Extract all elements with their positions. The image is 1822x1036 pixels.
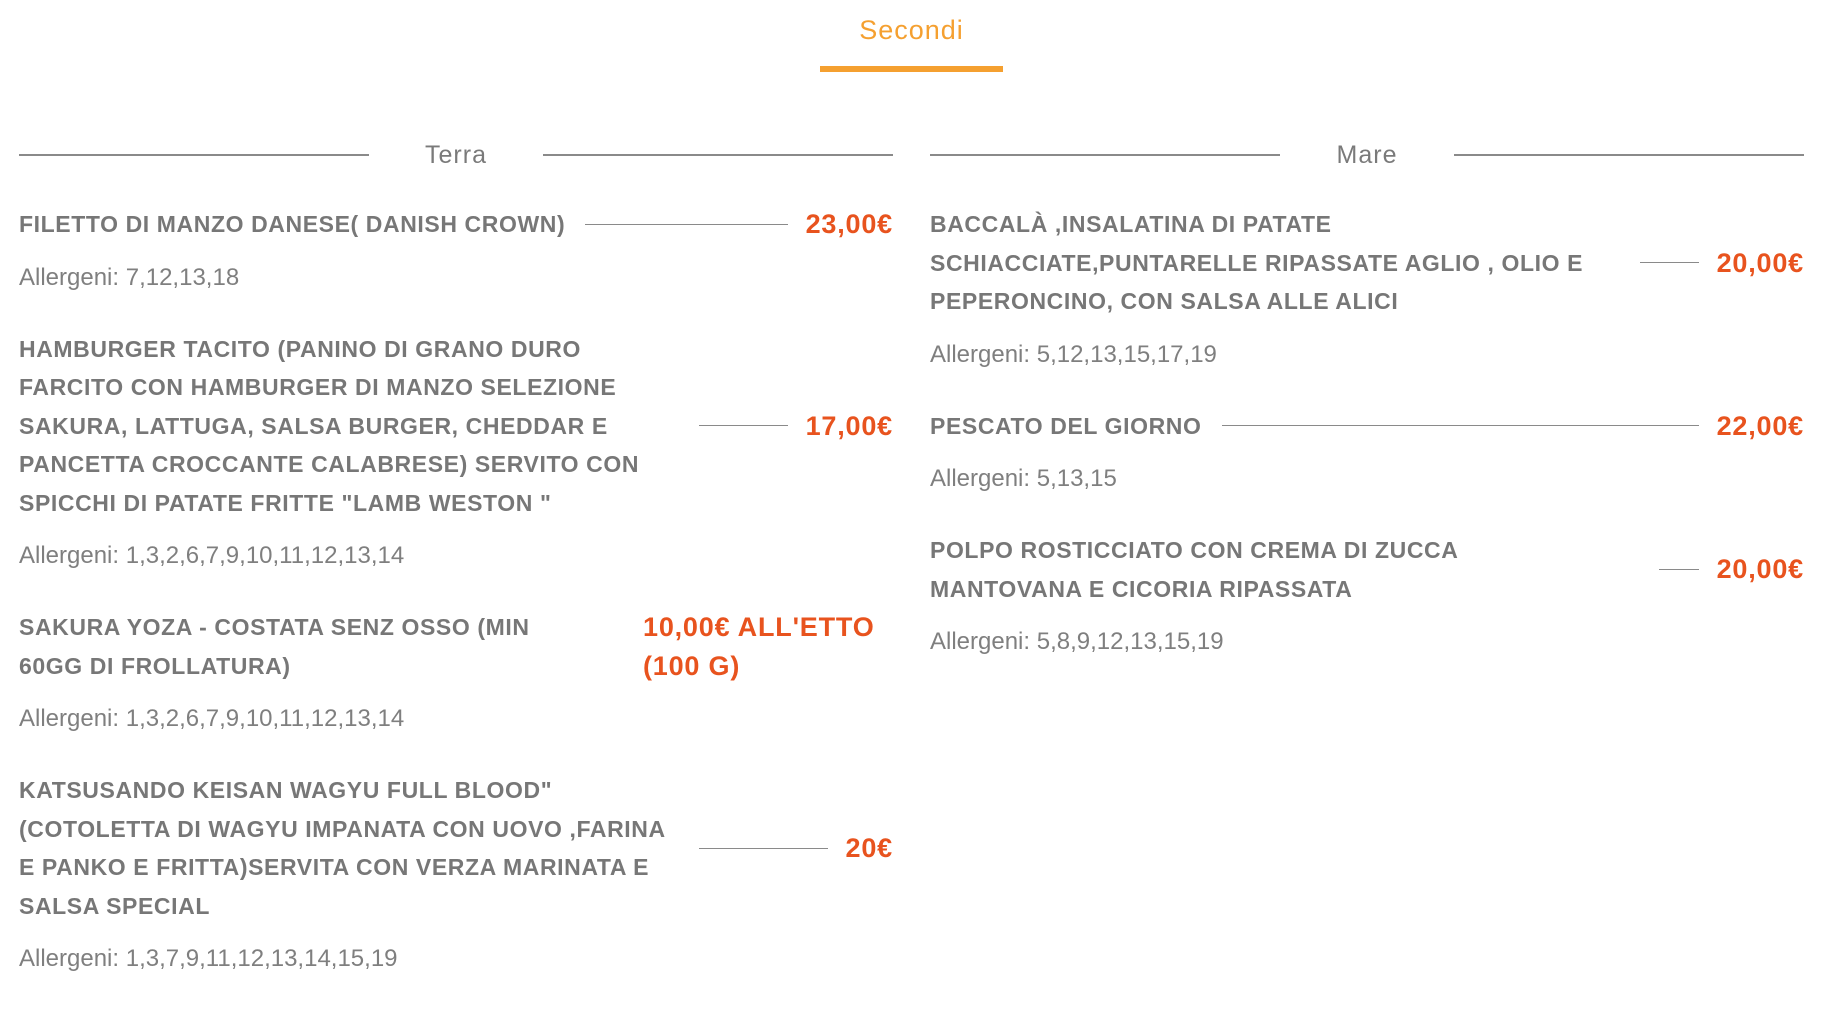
- leader-line: [1658, 569, 1699, 570]
- item-price: 17,00€: [805, 410, 893, 441]
- section-title: Terra: [425, 140, 487, 169]
- item-allergens: Allergeni: 1,3,2,6,7,9,10,11,12,13,14: [19, 542, 405, 569]
- item-allergens: Allergeni: 1,3,2,6,7,9,10,11,12,13,14: [19, 705, 405, 732]
- tab-label: Secondi: [859, 15, 964, 45]
- menu-item: BACCALÀ ,INSALATINA DI PATATE SCHIACCIAT…: [930, 205, 1804, 369]
- section-header: Mare: [930, 135, 1804, 175]
- leader-line: [1640, 262, 1699, 264]
- item-name: POLPO ROSTICCIATO CON CREMA DI ZUCCA MAN…: [930, 537, 1458, 602]
- item-name: SAKURA YOZA - COSTATA SENZ OSSO (MIN 60G…: [19, 614, 530, 679]
- leader-line: [699, 425, 788, 427]
- divider: [1454, 154, 1804, 156]
- menu-item: SAKURA YOZA - COSTATA SENZ OSSO (MIN 60G…: [19, 608, 893, 733]
- item-allergens: Allergeni: 7,12,13,18: [19, 263, 240, 291]
- item-name: PESCATO DEL GIORNO: [930, 412, 1202, 439]
- item-price: 10,00€ ALL'ETTO (100 G): [643, 612, 875, 681]
- item-name: KATSUSANDO KEISAN WAGYU FULL BLOOD" (COT…: [19, 777, 665, 919]
- divider: [19, 154, 369, 156]
- item-price: 22,00€: [1716, 410, 1804, 441]
- menu-item: FILETTO DI MANZO DANESE( DANISH CROWN) 23…: [19, 205, 893, 292]
- divider: [930, 154, 1280, 156]
- menu-item: KATSUSANDO KEISAN WAGYU FULL BLOOD" (COT…: [19, 771, 893, 973]
- section-header: Terra: [19, 135, 893, 175]
- section-mare: Mare BACCALÀ ,INSALATINA DI PATATE SCHIA…: [930, 135, 1804, 694]
- item-price: 20€: [845, 832, 893, 863]
- menu-item: HAMBURGER TACITO (PANINO DI GRANO DURO F…: [19, 330, 893, 571]
- item-allergens: Allergeni: 5,13,15: [930, 465, 1117, 492]
- leader-line: [699, 847, 828, 849]
- item-allergens: Allergeni: 1,3,7,9,11,12,13,14,15,19: [19, 945, 398, 972]
- item-name: FILETTO DI MANZO DANESE( DANISH CROWN): [19, 211, 566, 237]
- divider: [543, 154, 893, 156]
- tab-active-indicator: [820, 66, 1003, 72]
- leader-line: [585, 223, 788, 225]
- item-name: BACCALÀ ,INSALATINA DI PATATE SCHIACCIAT…: [930, 211, 1584, 314]
- item-allergens: Allergeni: 5,12,13,15,17,19: [930, 340, 1217, 368]
- menu-item: POLPO ROSTICCIATO CON CREMA DI ZUCCA MAN…: [930, 531, 1804, 656]
- menu-item: PESCATO DEL GIORNO 22,00€ Allergeni: 5,13…: [930, 407, 1804, 494]
- tab-secondi[interactable]: Secondi: [820, 8, 1003, 72]
- item-price: 20,00€: [1716, 247, 1804, 278]
- item-price: 23,00€: [805, 209, 893, 239]
- section-title: Mare: [1336, 140, 1398, 169]
- item-price: 20,00€: [1716, 554, 1804, 585]
- section-terra: Terra FILETTO DI MANZO DANESE( DANISH CR…: [19, 135, 893, 1011]
- item-allergens: Allergeni: 5,8,9,12,13,15,19: [930, 628, 1224, 655]
- leader-line: [1221, 425, 1699, 427]
- item-name: HAMBURGER TACITO (PANINO DI GRANO DURO F…: [19, 335, 640, 516]
